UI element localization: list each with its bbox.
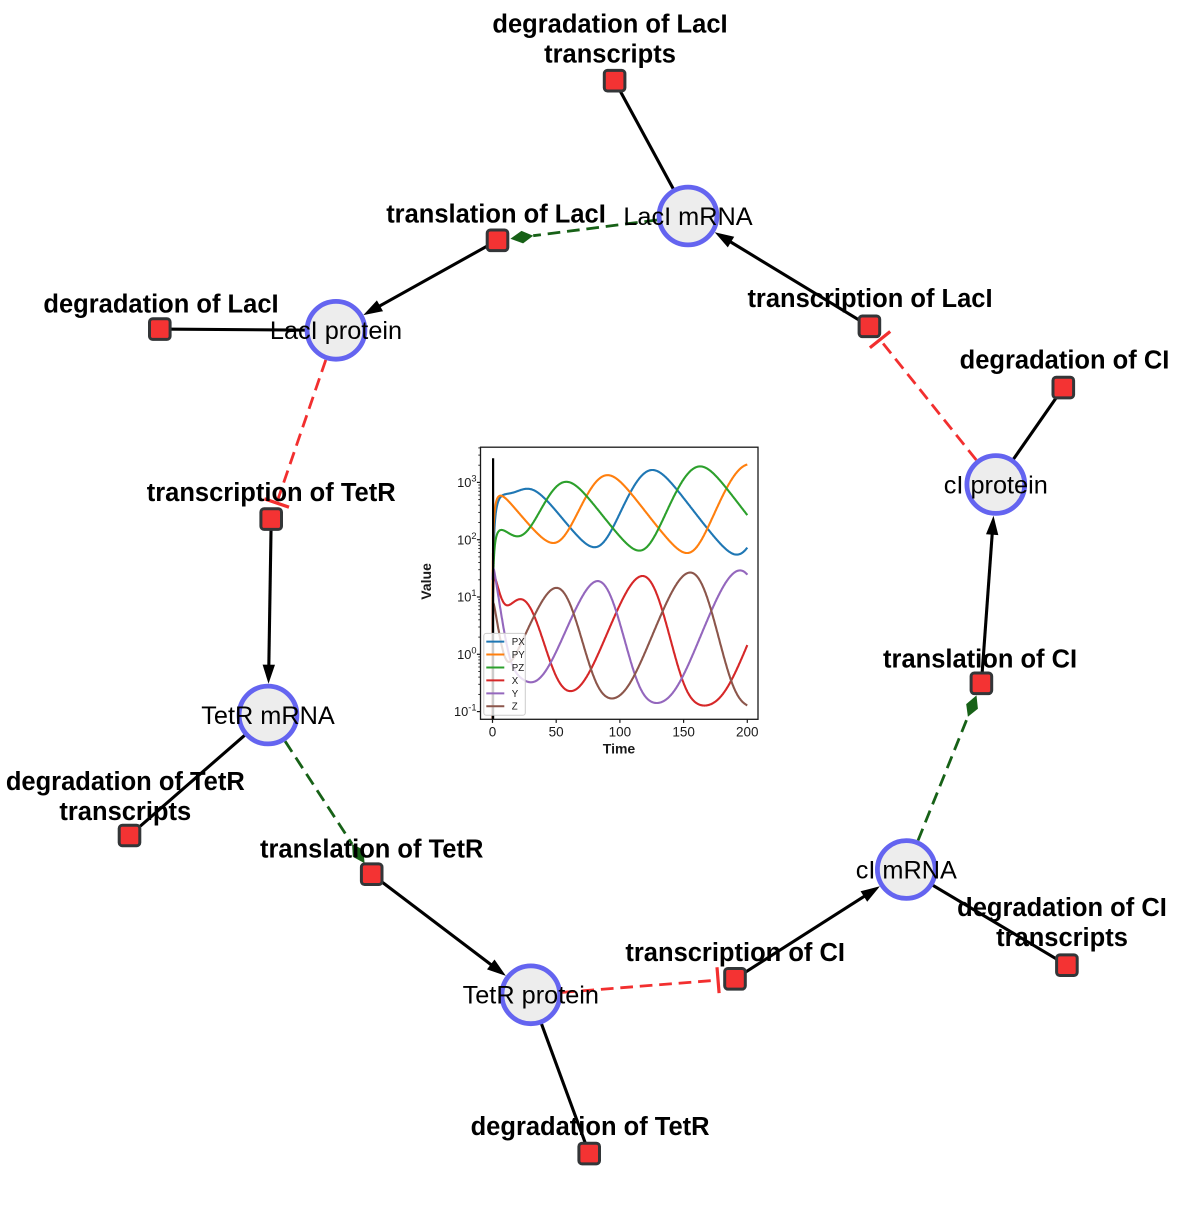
svg-text:degradation of CI: degradation of CI bbox=[957, 894, 1167, 922]
svg-text:LacI protein: LacI protein bbox=[270, 317, 402, 345]
svg-text:PZ: PZ bbox=[512, 663, 524, 674]
svg-text:transcripts: transcripts bbox=[544, 41, 676, 69]
svg-text:Time: Time bbox=[603, 741, 636, 757]
svg-text:transcription of TetR: transcription of TetR bbox=[147, 479, 396, 507]
svg-text:transcription of CI: transcription of CI bbox=[625, 939, 845, 967]
svg-text:50: 50 bbox=[549, 725, 564, 740]
svg-text:translation of CI: translation of CI bbox=[883, 646, 1077, 674]
svg-text:degradation of LacI: degradation of LacI bbox=[492, 11, 727, 39]
svg-text:translation of LacI: translation of LacI bbox=[386, 200, 606, 228]
svg-text:degradation of CI: degradation of CI bbox=[960, 346, 1170, 374]
svg-text:0: 0 bbox=[489, 725, 497, 740]
svg-text:degradation of LacI: degradation of LacI bbox=[43, 291, 278, 319]
svg-text:Value: Value bbox=[418, 563, 434, 600]
svg-text:degradation of TetR: degradation of TetR bbox=[6, 768, 245, 796]
svg-text:Y: Y bbox=[512, 689, 519, 700]
svg-text:TetR mRNA: TetR mRNA bbox=[201, 702, 335, 730]
svg-text:TetR protein: TetR protein bbox=[463, 982, 599, 1010]
svg-text:degradation of TetR: degradation of TetR bbox=[471, 1113, 710, 1141]
svg-text:200: 200 bbox=[736, 725, 759, 740]
svg-text:transcripts: transcripts bbox=[996, 924, 1128, 952]
svg-text:Z: Z bbox=[512, 702, 518, 713]
svg-text:100: 100 bbox=[609, 725, 632, 740]
svg-text:transcription of LacI: transcription of LacI bbox=[747, 285, 992, 313]
svg-text:translation of TetR: translation of TetR bbox=[260, 835, 483, 863]
svg-text:X: X bbox=[512, 676, 519, 687]
svg-text:PX: PX bbox=[512, 637, 525, 648]
svg-text:LacI mRNA: LacI mRNA bbox=[623, 203, 752, 231]
svg-text:cI protein: cI protein bbox=[944, 471, 1048, 499]
svg-text:transcripts: transcripts bbox=[59, 798, 191, 826]
svg-text:150: 150 bbox=[672, 725, 695, 740]
svg-text:PY: PY bbox=[512, 650, 525, 661]
svg-text:cI mRNA: cI mRNA bbox=[856, 856, 957, 884]
